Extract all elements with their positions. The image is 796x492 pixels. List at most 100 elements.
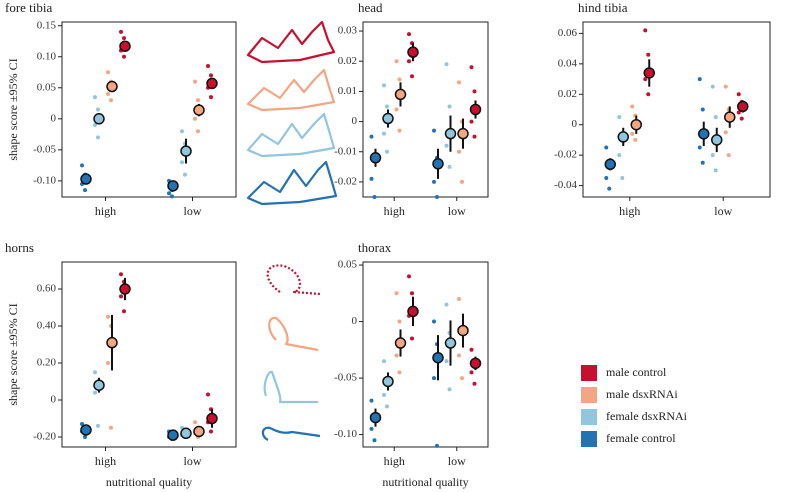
- data-point: [713, 115, 718, 120]
- mean-point: [382, 375, 394, 388]
- mean-point: [193, 104, 205, 116]
- x-tick-label: low: [448, 454, 466, 468]
- mean-point: [698, 128, 710, 140]
- y-tick-label: 0.10: [37, 50, 57, 62]
- data-point: [435, 195, 439, 199]
- data-point: [646, 52, 651, 57]
- panel-title: fore tibia: [5, 0, 53, 15]
- mean-point: [180, 145, 192, 157]
- legend-label: female dsxRNAi: [606, 409, 688, 423]
- legend-swatch: [581, 409, 597, 425]
- data-point: [444, 62, 449, 67]
- data-point: [369, 426, 374, 431]
- x-tick-label: low: [714, 204, 732, 218]
- mean-point: [369, 152, 382, 164]
- mean-point: [643, 67, 655, 79]
- data-point: [469, 347, 474, 352]
- mean-point: [457, 127, 469, 140]
- data-point: [83, 188, 87, 193]
- data-point: [736, 92, 741, 97]
- y-tick-label: 0.01: [338, 85, 357, 97]
- data-point: [382, 393, 386, 398]
- data-point: [633, 137, 638, 142]
- plot-frame: [61, 21, 237, 198]
- mean-point: [106, 336, 118, 349]
- x-axis-label: nutritional quality: [382, 475, 468, 489]
- data-point: [369, 134, 374, 139]
- legend-swatch: [581, 387, 597, 403]
- data-point: [397, 319, 402, 324]
- legend-label: male control: [606, 365, 667, 379]
- data-point: [469, 65, 474, 70]
- mean-point: [469, 103, 482, 116]
- data-point: [710, 84, 715, 89]
- data-point: [697, 145, 702, 150]
- data-point: [432, 128, 436, 133]
- data-point: [620, 175, 625, 180]
- data-point: [643, 77, 648, 82]
- data-point: [457, 149, 461, 154]
- data-point: [630, 104, 635, 109]
- data-point: [394, 353, 399, 358]
- data-point: [106, 70, 110, 75]
- data-point: [167, 191, 171, 196]
- data-point: [432, 319, 436, 324]
- mean-point: [737, 100, 749, 113]
- data-point: [646, 92, 651, 97]
- data-point: [469, 370, 474, 375]
- data-point: [630, 131, 635, 136]
- data-point: [193, 79, 197, 84]
- data-point: [447, 164, 452, 169]
- y-tick-label: 0: [352, 315, 358, 327]
- data-point: [457, 353, 461, 358]
- data-point: [93, 95, 97, 100]
- mean-point: [604, 158, 616, 171]
- plot-frame: [582, 21, 771, 198]
- y-tick-label: -0.05: [334, 372, 357, 384]
- mean-point: [457, 324, 469, 337]
- mean-point: [119, 40, 131, 52]
- y-tick-label: 0.04: [558, 57, 578, 69]
- panel-title: thorax: [358, 240, 392, 255]
- data-point: [469, 119, 474, 124]
- data-point: [193, 116, 197, 121]
- data-point: [394, 59, 399, 64]
- y-tick-label: 0: [572, 118, 578, 130]
- data-point: [604, 145, 609, 150]
- data-point: [697, 77, 702, 82]
- data-point: [382, 359, 386, 364]
- mean-point: [369, 411, 382, 424]
- data-point: [444, 359, 449, 364]
- data-point: [369, 176, 374, 181]
- data-point: [607, 186, 612, 191]
- silhouette: [246, 68, 336, 112]
- data-point: [109, 425, 113, 430]
- data-point: [617, 115, 622, 120]
- mean-point: [80, 424, 92, 436]
- data-point: [209, 95, 213, 100]
- silhouette: [246, 112, 336, 158]
- y-tick-label: 0.40: [37, 320, 57, 332]
- mean-point: [432, 158, 444, 170]
- data-point: [96, 107, 100, 112]
- data-point: [643, 28, 648, 33]
- data-point: [122, 54, 126, 59]
- data-point: [385, 149, 389, 154]
- silhouette: [268, 316, 319, 352]
- data-point: [109, 98, 113, 103]
- mean-point: [193, 425, 205, 438]
- data-point: [457, 80, 461, 85]
- data-point: [119, 294, 123, 299]
- mean-point: [469, 357, 482, 370]
- y-tick-label: 0.20: [37, 357, 57, 369]
- data-point: [397, 77, 402, 82]
- data-point: [460, 376, 464, 381]
- data-point: [385, 404, 389, 409]
- mean-point: [206, 412, 218, 425]
- data-point: [106, 91, 110, 96]
- data-point: [432, 376, 436, 381]
- mean-point: [93, 379, 105, 391]
- data-point: [372, 195, 377, 199]
- data-point: [106, 314, 110, 319]
